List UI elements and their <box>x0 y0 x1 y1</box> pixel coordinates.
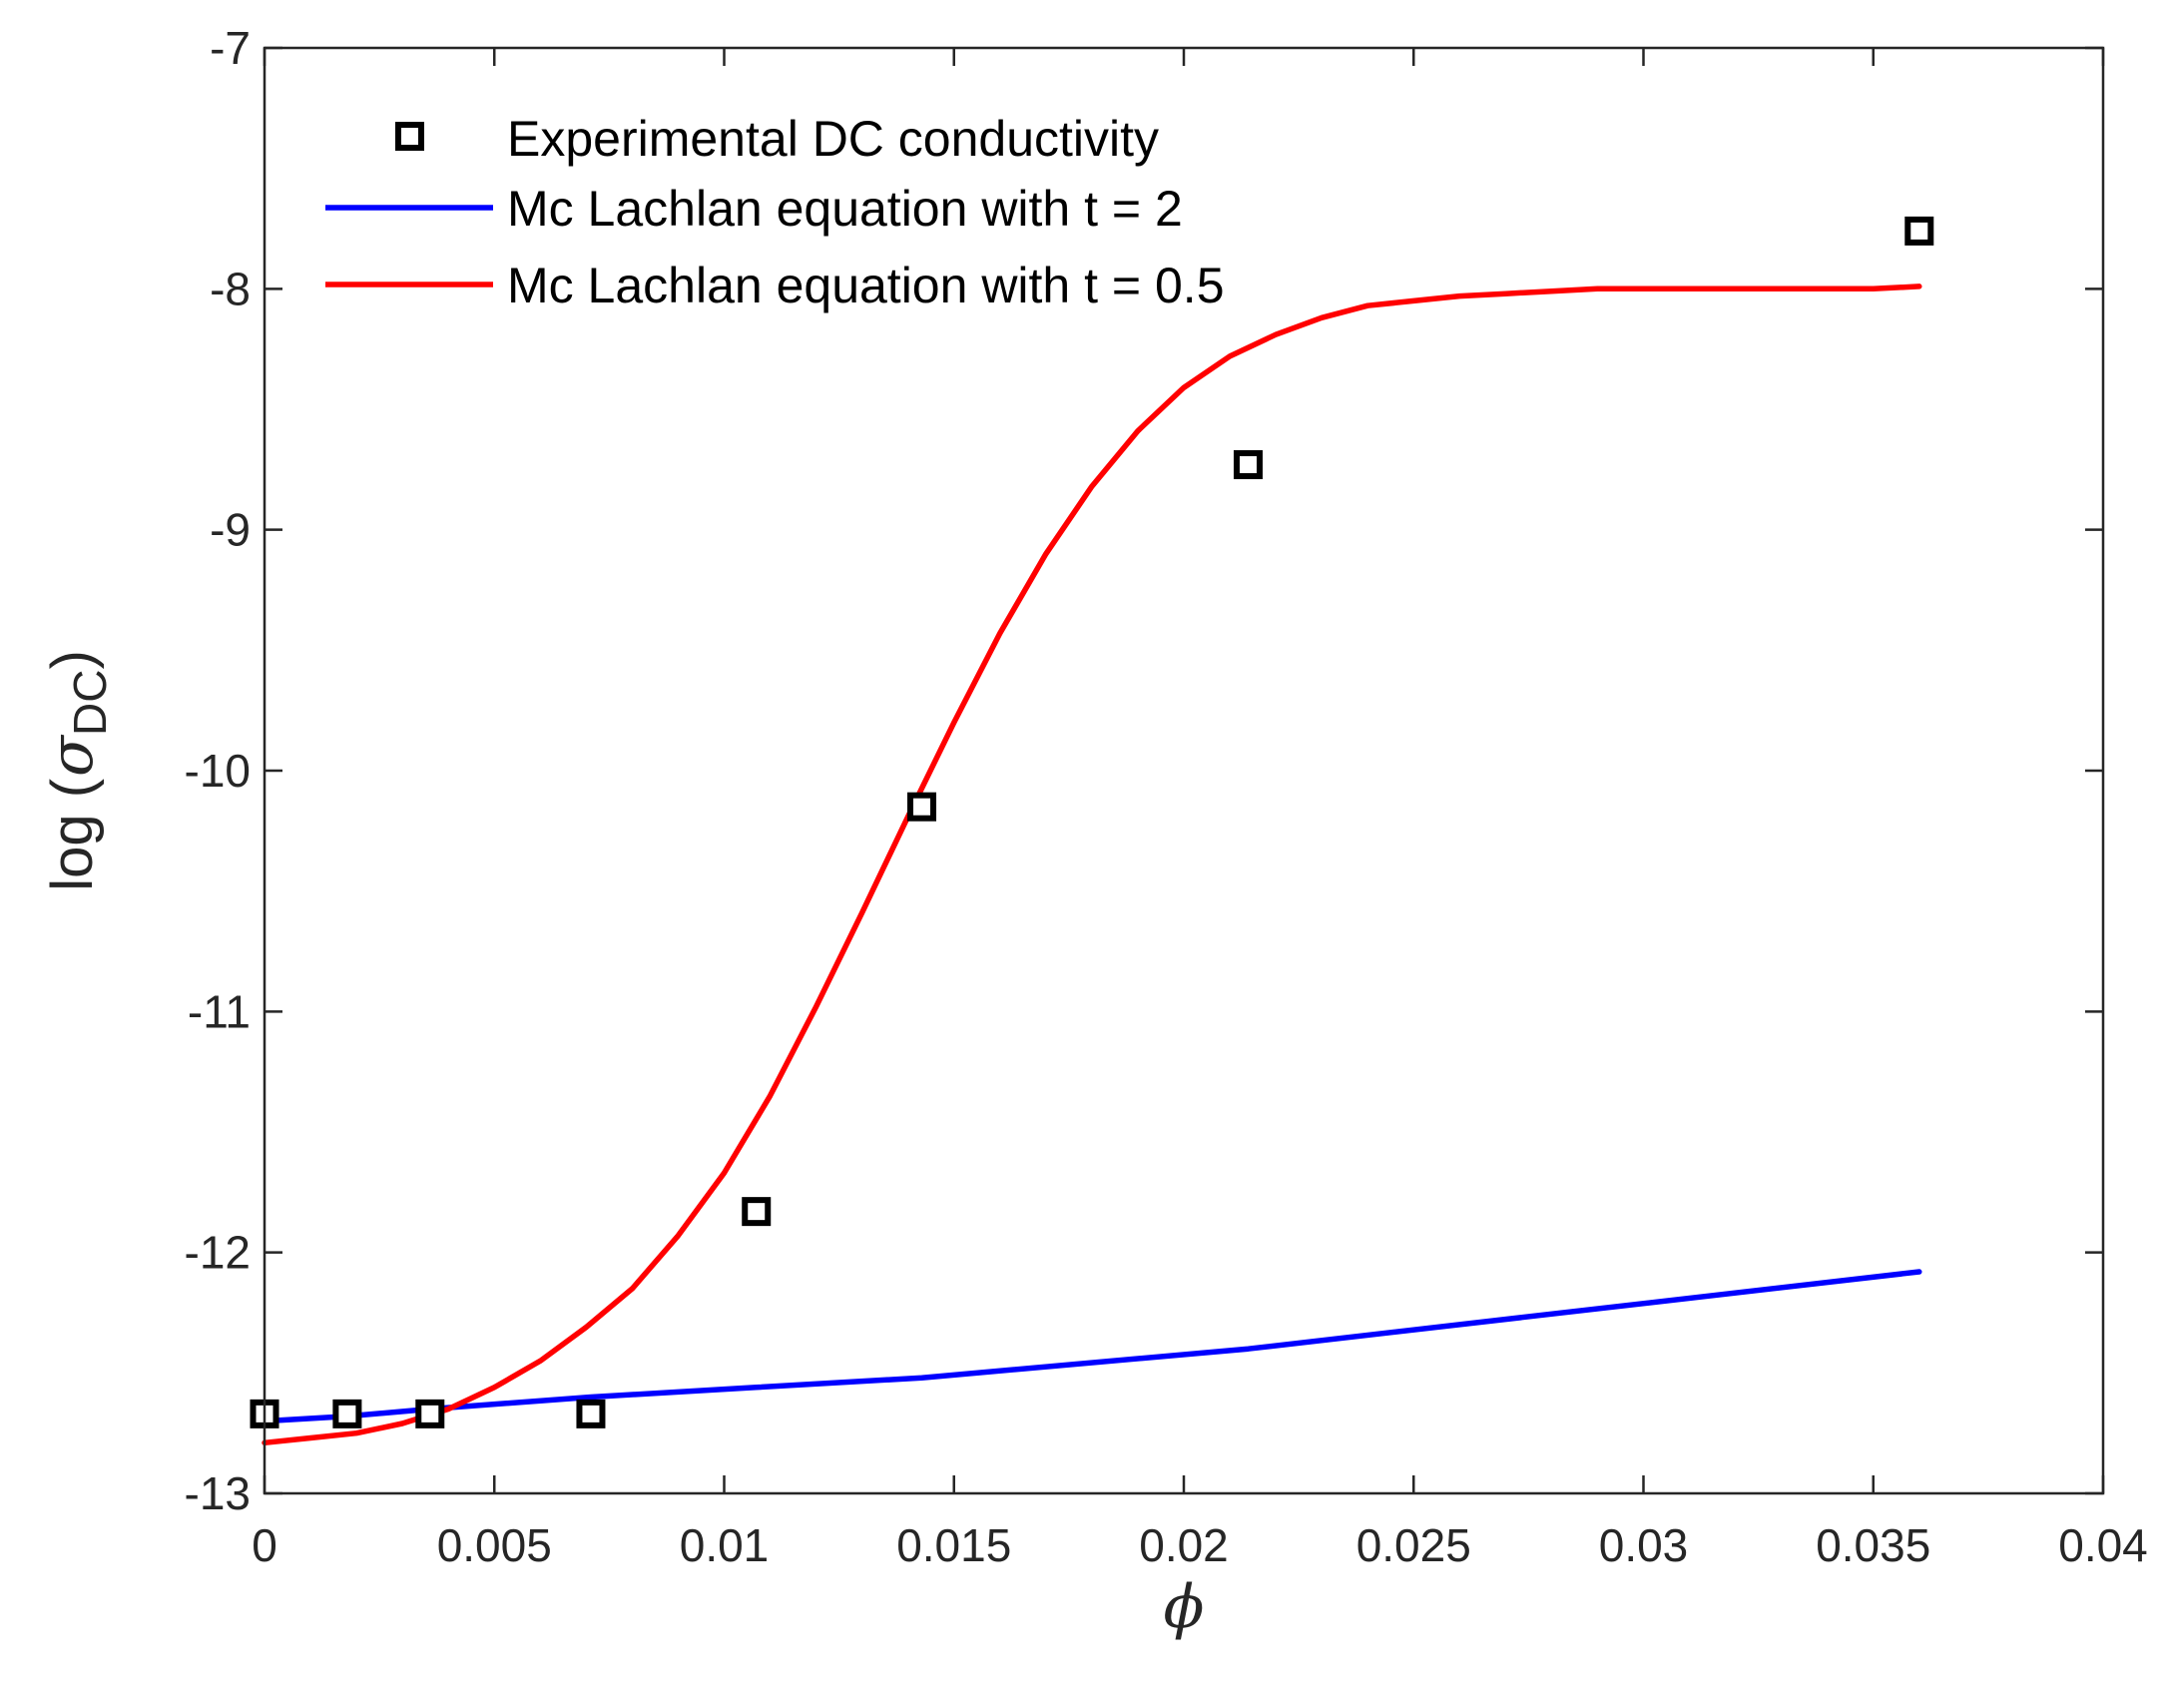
x-tick-label: 0.03 <box>1599 1519 1689 1571</box>
y-tick-label: -7 <box>210 22 251 74</box>
series-layer <box>250 216 1934 1446</box>
y-axis-label-symbol: σ <box>37 734 107 777</box>
y-axis-label-subscript: DC <box>64 670 116 736</box>
legend-label-t2: Mc Lachlan equation with t = 2 <box>507 181 1183 237</box>
x-tick-label: 0.015 <box>896 1519 1011 1571</box>
data-point <box>415 1399 445 1428</box>
y-axis-label: log (σDC) <box>37 650 116 891</box>
series-line-2 <box>262 284 1922 1446</box>
plot-area <box>250 46 2105 1495</box>
x-tick-label: 0 <box>252 1519 277 1571</box>
data-point <box>332 1399 362 1428</box>
data-point <box>1904 216 1934 246</box>
legend-label-t05: Mc Lachlan equation with t = 0.5 <box>507 258 1225 313</box>
x-tick-label: 0.01 <box>680 1519 770 1571</box>
legend-label-experimental: Experimental DC conductivity <box>507 111 1159 167</box>
y-axis: -7 -8 -9 -10 -11 -12 -13 <box>185 22 2103 1519</box>
x-axis-label: ϕ <box>1164 1572 1205 1642</box>
y-axis-label-text: log (σDC) <box>37 650 116 891</box>
x-tick-label: 0.005 <box>437 1519 552 1571</box>
legend: Experimental DC conductivity Mc Lachlan … <box>325 111 1225 313</box>
y-tick-label: -8 <box>210 263 251 314</box>
x-axis: 0 0.005 0.01 0.015 0.02 0.025 0.03 0.035 0.04 <box>252 48 2148 1571</box>
legend-marker-experimental <box>395 122 424 151</box>
y-tick-label: -11 <box>188 985 251 1037</box>
data-point <box>1233 450 1263 480</box>
x-tick-label: 0.04 <box>2058 1519 2148 1571</box>
y-axis-label-prefix: log ( <box>40 779 105 891</box>
data-point <box>576 1399 606 1428</box>
y-tick-label: -13 <box>185 1467 251 1519</box>
x-tick-label: 0.02 <box>1139 1519 1229 1571</box>
y-tick-label: -9 <box>210 504 251 556</box>
x-tick-label: 0.025 <box>1356 1519 1471 1571</box>
y-tick-label: -10 <box>185 745 251 797</box>
data-point <box>742 1197 772 1227</box>
y-tick-label: -12 <box>185 1227 251 1279</box>
x-tick-label: 0.035 <box>1816 1519 1930 1571</box>
data-point <box>907 792 937 822</box>
y-axis-label-suffix: ) <box>40 650 105 669</box>
